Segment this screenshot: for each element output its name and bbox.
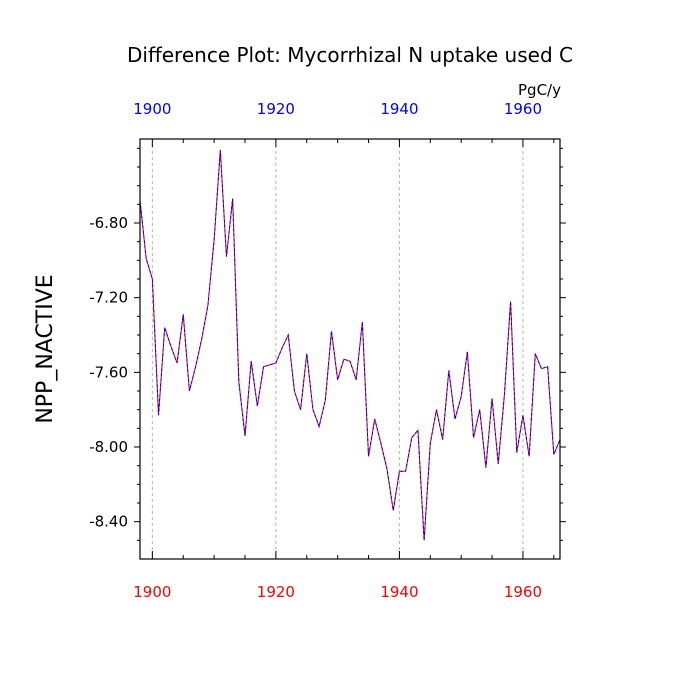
series-line-blue bbox=[139, 150, 561, 541]
x-tick-label-top: 1900 bbox=[133, 100, 171, 118]
x-tick-label-top: 1960 bbox=[504, 100, 542, 118]
x-tick-label-bottom: 1940 bbox=[380, 583, 418, 601]
series-line-red bbox=[139, 150, 561, 541]
x-tick-label-bottom: 1900 bbox=[133, 583, 171, 601]
units-label: PgC/y bbox=[518, 81, 561, 99]
axes: -8.40 -8.00 -7.60 -7.20 -6.80 1900 1900 1920 192… bbox=[89, 100, 566, 601]
x-tick-label-bottom: 1960 bbox=[504, 583, 542, 601]
plot-area bbox=[139, 150, 561, 541]
y-tick-label: -8.40 bbox=[89, 513, 128, 531]
y-tick-label: -6.80 bbox=[89, 214, 128, 232]
grid-lines bbox=[151, 139, 524, 559]
y-tick-label: -8.00 bbox=[89, 438, 128, 456]
x-tick-label-top: 1920 bbox=[257, 100, 295, 118]
y-axis-label: NPP_NACTIVE bbox=[33, 274, 58, 423]
y-tick-label: -7.20 bbox=[89, 289, 128, 307]
x-tick-label-top: 1940 bbox=[380, 100, 418, 118]
x-tick-label-bottom: 1920 bbox=[257, 583, 295, 601]
chart-title: Difference Plot: Mycorrhizal N uptake us… bbox=[127, 43, 573, 67]
plot-frame bbox=[139, 138, 561, 560]
y-tick-label: -7.60 bbox=[89, 363, 128, 381]
